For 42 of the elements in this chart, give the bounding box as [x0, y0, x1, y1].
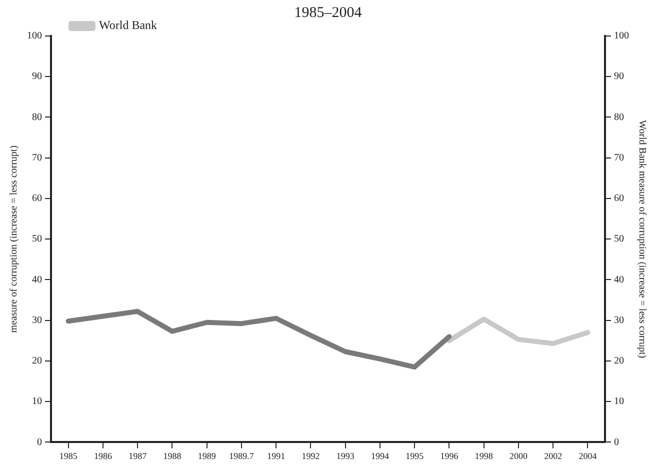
- y2-tick-label: 50: [614, 234, 624, 245]
- y-tick-label: 70: [32, 152, 42, 164]
- y-tick-label: 30: [32, 314, 42, 326]
- x-tick-label: 2004: [578, 450, 598, 461]
- y2-tick-label: 40: [614, 274, 624, 286]
- y-tick-label: 20: [32, 356, 42, 367]
- x-tick-label: 1987: [128, 450, 148, 461]
- x-tick-label: 1992: [302, 450, 320, 461]
- x-tick-label: 1989: [198, 450, 216, 461]
- y2-tick-label: 30: [614, 314, 624, 326]
- x-tick-label: 1993: [336, 450, 355, 461]
- y-axis-title: measure of corruption (increase = less corrupt): [8, 145, 20, 333]
- y2-tick-label: 70: [614, 152, 624, 164]
- y-tick-label: 60: [32, 193, 42, 204]
- y-tick-label: 50: [32, 234, 42, 245]
- legend-label: World Bank: [99, 18, 158, 32]
- y-tick-label: 90: [32, 71, 42, 82]
- x-tick-label: 1988: [163, 450, 182, 461]
- x-tick-label: 1989.7: [229, 450, 254, 461]
- y2-tick-label: 0: [614, 436, 619, 448]
- x-tick-label: 1998: [474, 450, 494, 461]
- x-tick-label: 1996: [440, 450, 459, 461]
- y-tick-label: 40: [32, 274, 42, 286]
- x-tick-label: 2000: [509, 450, 528, 461]
- y2-tick-label: 100: [614, 30, 629, 42]
- y2-tick-label: 80: [614, 112, 624, 123]
- x-tick-label: 1995: [406, 450, 424, 461]
- y-tick-label: 80: [32, 112, 42, 123]
- x-tick-label: 2002: [544, 450, 562, 461]
- x-tick-label: 1994: [370, 450, 390, 461]
- y2-tick-label: 90: [614, 71, 624, 82]
- y-tick-label: 100: [27, 30, 42, 42]
- y2-tick-label: 10: [614, 396, 624, 408]
- y2-axis-title: World Bank measure of corruption (increase = less corrupt): [636, 120, 648, 358]
- x-tick-label: 1991: [267, 450, 286, 461]
- y-tick-label: 10: [32, 396, 42, 408]
- x-tick-label: 1986: [94, 450, 112, 461]
- x-tick-label: 1985: [59, 450, 78, 461]
- y2-tick-label: 20: [614, 356, 624, 367]
- y-tick-label: 0: [37, 436, 42, 448]
- y2-tick-label: 60: [614, 193, 624, 204]
- chart-title: 1985–2004: [294, 4, 362, 21]
